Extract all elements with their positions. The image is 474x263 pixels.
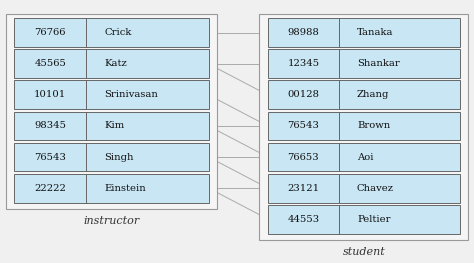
Text: 44553: 44553 xyxy=(287,215,319,224)
Text: Brown: Brown xyxy=(357,122,390,130)
Text: 76653: 76653 xyxy=(288,153,319,161)
Text: Peltier: Peltier xyxy=(357,215,391,224)
Bar xyxy=(268,205,460,234)
Text: instructor: instructor xyxy=(83,216,139,226)
Text: Shankar: Shankar xyxy=(357,59,400,68)
Bar xyxy=(6,14,217,209)
Bar xyxy=(14,80,209,109)
Text: Chavez: Chavez xyxy=(357,184,394,193)
Text: Aoi: Aoi xyxy=(357,153,374,161)
Bar xyxy=(268,80,460,109)
Bar xyxy=(268,112,460,140)
Text: 12345: 12345 xyxy=(287,59,319,68)
Bar xyxy=(14,112,209,140)
Text: 10101: 10101 xyxy=(34,90,66,99)
Bar xyxy=(268,49,460,78)
Text: Zhang: Zhang xyxy=(357,90,389,99)
Text: Einstein: Einstein xyxy=(104,184,146,193)
Bar xyxy=(268,143,460,171)
Text: student: student xyxy=(342,247,385,257)
Text: 98345: 98345 xyxy=(34,122,66,130)
Text: 98988: 98988 xyxy=(287,28,319,37)
Text: 23121: 23121 xyxy=(287,184,319,193)
Bar xyxy=(268,18,460,47)
Text: 22222: 22222 xyxy=(34,184,66,193)
Text: 76543: 76543 xyxy=(34,153,66,161)
Text: Kim: Kim xyxy=(104,122,125,130)
Bar xyxy=(268,174,460,203)
Text: Katz: Katz xyxy=(104,59,127,68)
Bar xyxy=(14,143,209,171)
Bar xyxy=(14,18,209,47)
Text: Singh: Singh xyxy=(104,153,134,161)
Text: 76766: 76766 xyxy=(35,28,66,37)
Text: 76543: 76543 xyxy=(287,122,319,130)
Text: 45565: 45565 xyxy=(34,59,66,68)
Text: Tanaka: Tanaka xyxy=(357,28,393,37)
Bar xyxy=(14,49,209,78)
Text: Crick: Crick xyxy=(104,28,132,37)
Bar xyxy=(14,174,209,203)
Text: 00128: 00128 xyxy=(287,90,319,99)
Bar xyxy=(259,14,468,240)
Text: Srinivasan: Srinivasan xyxy=(104,90,158,99)
